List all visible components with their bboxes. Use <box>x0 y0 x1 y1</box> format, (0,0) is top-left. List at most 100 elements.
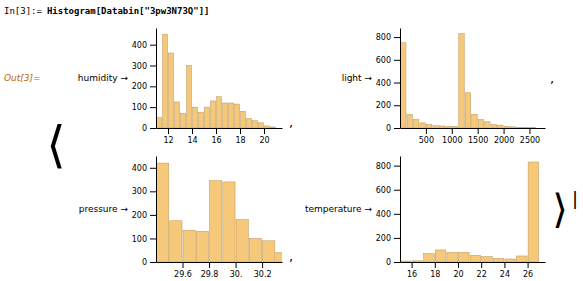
tick-mark <box>394 83 400 84</box>
tick-label: 2000 <box>494 136 514 145</box>
panel-label: temperature → <box>305 204 372 214</box>
bar <box>447 252 458 262</box>
tick-mark <box>264 128 265 134</box>
tick-label: 1500 <box>468 136 488 145</box>
tick-mark <box>458 262 459 268</box>
bar <box>236 220 248 262</box>
bar <box>169 53 174 128</box>
tick: 0 <box>386 258 400 267</box>
tick-label: 16 <box>211 136 221 145</box>
tick-mark <box>240 128 241 134</box>
bar <box>407 114 412 128</box>
bar <box>259 123 264 128</box>
tick: 16 <box>407 262 417 279</box>
tick: 26 <box>523 262 533 279</box>
tick-mark <box>528 262 529 268</box>
bar <box>265 126 270 128</box>
tick-mark <box>150 45 156 46</box>
tick-mark <box>426 128 427 134</box>
tick-label: 600 <box>376 56 391 65</box>
bar <box>433 126 438 128</box>
bar <box>223 103 228 128</box>
axis-line <box>157 128 283 129</box>
bar <box>241 111 246 128</box>
tick-label: 300 <box>132 62 147 71</box>
bar <box>413 119 418 128</box>
bar <box>517 256 528 262</box>
bar <box>528 162 539 262</box>
tick: 600 <box>376 186 400 195</box>
tick: 800 <box>376 162 400 171</box>
tick: 2000 <box>494 128 514 145</box>
tick-label: 200 <box>376 234 391 243</box>
tick-mark <box>452 128 453 134</box>
bar <box>472 114 477 128</box>
tick-label: 400 <box>376 210 391 219</box>
bar <box>420 123 425 128</box>
tick: 100 <box>132 103 156 112</box>
tick-label: 400 <box>132 41 147 50</box>
tick: 29.6 <box>174 262 192 279</box>
bars <box>157 34 276 128</box>
bar <box>229 103 234 128</box>
tick-label: 12 <box>163 136 173 145</box>
axis-line <box>401 262 546 263</box>
y-axis: 0 100 200 300 400 <box>132 29 157 134</box>
tick-mark <box>150 66 156 67</box>
tick-label: 16 <box>407 270 417 279</box>
tick-label: 200 <box>376 101 391 110</box>
tick-label: 30. <box>230 270 243 279</box>
bar <box>446 126 451 128</box>
tick-label: 600 <box>376 186 391 195</box>
tick: 500 <box>419 128 434 145</box>
bar <box>263 241 275 262</box>
tick-mark <box>478 128 479 134</box>
bar <box>523 127 528 128</box>
bar <box>478 119 483 128</box>
y-axis: 0200400600800 <box>376 29 401 134</box>
bar <box>470 255 481 262</box>
tick: 200 <box>132 82 156 91</box>
tick: 29.8 <box>201 262 219 279</box>
bar <box>211 101 216 128</box>
panel-label: pressure → <box>79 204 129 214</box>
output-prompt: Out[3]= <box>4 73 41 83</box>
tick-label: 30.2 <box>254 270 272 279</box>
tick: 800 <box>376 33 400 42</box>
tick: 0 <box>386 124 400 133</box>
tick-mark <box>394 214 400 215</box>
tick-mark <box>394 128 400 129</box>
tick-label: 29.8 <box>201 270 219 279</box>
bar <box>271 127 276 128</box>
x-axis: 1214161820 <box>157 128 283 145</box>
tick-label: 100 <box>132 235 147 244</box>
tick-mark <box>481 262 482 268</box>
bar <box>465 93 470 128</box>
tick-mark <box>183 262 184 268</box>
bar <box>223 182 235 262</box>
x-axis: 161820222426 <box>401 262 546 279</box>
tick-label: 200 <box>132 82 147 91</box>
bar <box>459 34 464 128</box>
bar <box>170 221 182 262</box>
x-axis: 5001000150020002500 <box>401 128 546 145</box>
tick: 0 <box>142 258 156 267</box>
separator: , <box>289 115 293 130</box>
axis-line <box>400 29 401 129</box>
bar <box>210 181 222 262</box>
bar <box>493 258 504 262</box>
tick: 30. <box>230 262 243 279</box>
bars <box>401 162 539 262</box>
tick: 16 <box>211 128 221 145</box>
tick: 14 <box>187 128 197 145</box>
bar <box>247 119 252 128</box>
bar <box>482 257 493 262</box>
tick-label: 26 <box>523 270 533 279</box>
bar <box>426 125 431 128</box>
tick-label: 0 <box>142 124 147 133</box>
tick: 1500 <box>468 128 488 145</box>
bar <box>157 118 162 128</box>
tick: 400 <box>376 210 400 219</box>
bar <box>401 261 412 262</box>
tick: 400 <box>132 41 156 50</box>
